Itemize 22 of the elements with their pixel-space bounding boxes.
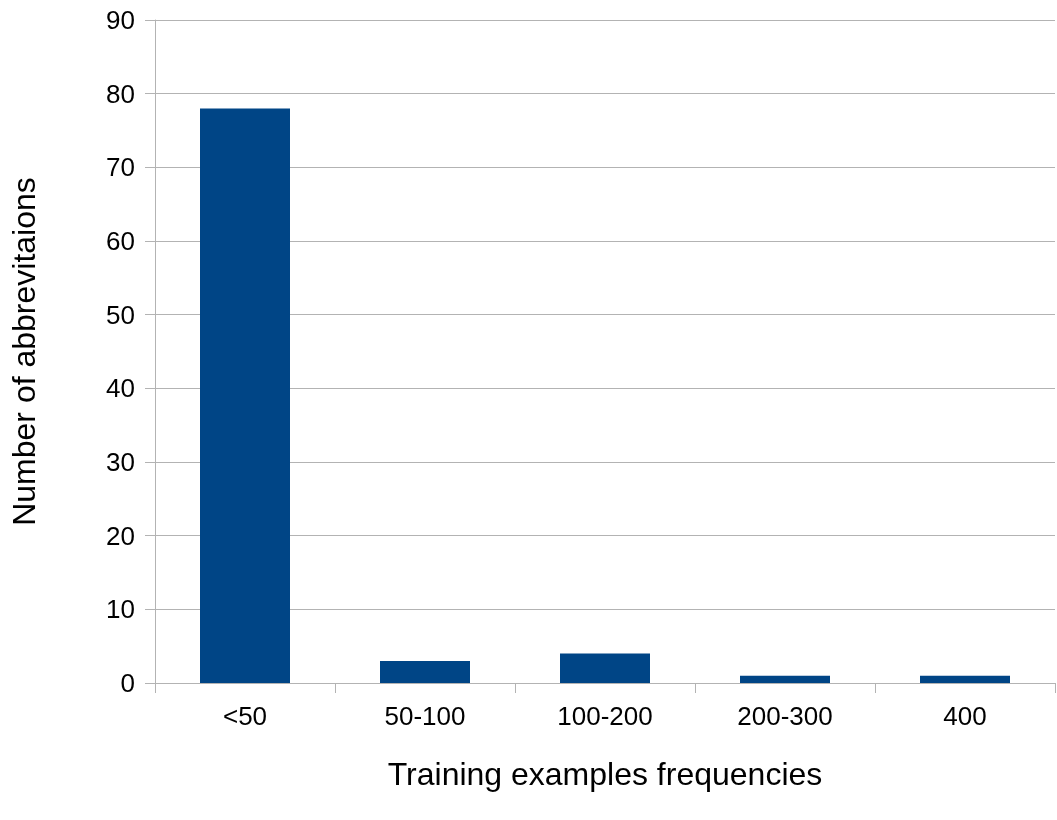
- x-tick-label: <50: [222, 701, 268, 731]
- bar: [560, 653, 650, 683]
- y-tick-label: 60: [106, 226, 135, 256]
- y-tick-label: 20: [106, 520, 135, 551]
- y-tick-label: 30: [106, 447, 135, 477]
- x-tick-label: 100-200: [557, 701, 653, 731]
- x-axis-title: Training examples frequencies: [387, 756, 823, 792]
- bar: [200, 108, 290, 683]
- y-tick-label: 90: [106, 5, 135, 35]
- x-tick-label: 200-300: [737, 701, 833, 731]
- y-tick-label: 0: [120, 668, 135, 698]
- y-tick-label: 40: [106, 373, 135, 404]
- y-tick-label: 80: [106, 78, 135, 109]
- y-tick-label: 10: [106, 594, 135, 625]
- bar: [740, 675, 830, 683]
- y-tick-label: 50: [106, 299, 135, 330]
- y-tick-label: 70: [106, 152, 135, 183]
- y-axis-title: Number of abbrevitaions: [6, 177, 42, 526]
- bar: [380, 660, 470, 683]
- x-tick-label: 50-100: [384, 701, 466, 731]
- x-tick-label: 400: [943, 701, 987, 731]
- bar: [920, 675, 1010, 683]
